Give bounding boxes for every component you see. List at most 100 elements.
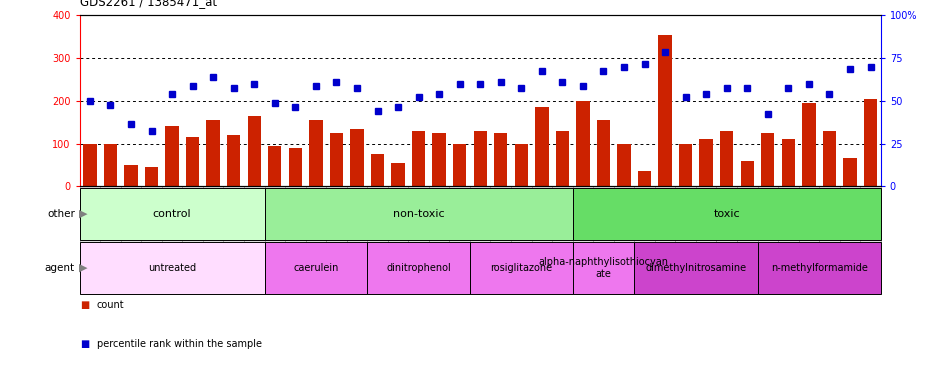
Bar bbox=[388, 186, 408, 248]
Bar bbox=[449, 186, 470, 248]
Text: count: count bbox=[96, 300, 124, 310]
Bar bbox=[675, 186, 695, 248]
Bar bbox=[863, 99, 876, 186]
Text: other: other bbox=[47, 209, 75, 219]
Bar bbox=[617, 144, 630, 186]
Bar bbox=[490, 186, 510, 248]
Bar bbox=[756, 242, 880, 294]
Text: n-methylformamide: n-methylformamide bbox=[770, 263, 867, 273]
Text: ■: ■ bbox=[80, 300, 89, 310]
Bar bbox=[756, 186, 777, 248]
Bar bbox=[100, 186, 121, 248]
Bar bbox=[531, 186, 551, 248]
Bar bbox=[839, 186, 859, 248]
Bar bbox=[183, 186, 203, 248]
Bar bbox=[739, 161, 753, 186]
Bar bbox=[797, 186, 818, 248]
Bar bbox=[367, 242, 470, 294]
Bar bbox=[309, 120, 322, 186]
Bar bbox=[141, 186, 162, 248]
Bar bbox=[346, 186, 367, 248]
Bar bbox=[432, 133, 446, 186]
Bar bbox=[510, 186, 531, 248]
Bar bbox=[247, 116, 260, 186]
Bar bbox=[223, 186, 243, 248]
Bar bbox=[634, 242, 756, 294]
Text: dimethylnitrosamine: dimethylnitrosamine bbox=[645, 263, 746, 273]
Bar bbox=[162, 186, 183, 248]
Text: caerulein: caerulein bbox=[293, 263, 338, 273]
Bar bbox=[408, 186, 429, 248]
Bar bbox=[80, 186, 100, 248]
Bar bbox=[264, 186, 285, 248]
Bar bbox=[412, 131, 425, 186]
Bar bbox=[470, 242, 572, 294]
Bar bbox=[716, 186, 737, 248]
Text: ▶: ▶ bbox=[79, 263, 87, 273]
Bar bbox=[470, 186, 490, 248]
Bar bbox=[679, 144, 692, 186]
Text: percentile rank within the sample: percentile rank within the sample bbox=[96, 339, 261, 349]
Bar bbox=[658, 35, 671, 186]
Bar bbox=[699, 139, 712, 186]
Bar bbox=[185, 137, 199, 186]
Bar bbox=[551, 186, 572, 248]
Bar bbox=[391, 163, 404, 186]
Bar bbox=[305, 186, 326, 248]
Bar bbox=[285, 186, 305, 248]
Bar bbox=[145, 167, 158, 186]
Bar bbox=[288, 148, 301, 186]
Text: ■: ■ bbox=[80, 339, 89, 349]
Bar bbox=[104, 144, 117, 186]
Bar bbox=[859, 186, 880, 248]
Bar bbox=[760, 133, 774, 186]
Bar bbox=[801, 103, 814, 186]
Bar bbox=[572, 186, 592, 248]
Bar bbox=[264, 242, 367, 294]
Text: control: control bbox=[153, 209, 191, 219]
Bar bbox=[124, 165, 138, 186]
Bar bbox=[203, 186, 223, 248]
Text: rosiglitazone: rosiglitazone bbox=[490, 263, 551, 273]
Bar bbox=[514, 144, 527, 186]
Bar bbox=[572, 188, 880, 240]
Bar bbox=[822, 131, 835, 186]
Text: ▶: ▶ bbox=[79, 209, 87, 219]
Text: dinitrophenol: dinitrophenol bbox=[386, 263, 450, 273]
Bar bbox=[592, 186, 613, 248]
Bar bbox=[268, 146, 281, 186]
Text: non-toxic: non-toxic bbox=[392, 209, 444, 219]
Bar bbox=[842, 159, 856, 186]
Bar bbox=[572, 242, 634, 294]
Bar bbox=[777, 186, 797, 248]
Bar bbox=[737, 186, 756, 248]
Bar bbox=[206, 120, 220, 186]
Text: toxic: toxic bbox=[712, 209, 739, 219]
Bar bbox=[264, 188, 572, 240]
Bar bbox=[634, 186, 654, 248]
Bar bbox=[576, 101, 589, 186]
Bar bbox=[719, 131, 733, 186]
Bar bbox=[429, 186, 449, 248]
Bar bbox=[80, 188, 264, 240]
Bar bbox=[637, 171, 651, 186]
Bar bbox=[613, 186, 634, 248]
Bar bbox=[371, 154, 384, 186]
Bar bbox=[452, 144, 466, 186]
Bar bbox=[329, 133, 343, 186]
Bar bbox=[166, 126, 179, 186]
Bar bbox=[596, 120, 609, 186]
Bar bbox=[781, 139, 794, 186]
Bar bbox=[80, 242, 264, 294]
Bar bbox=[555, 131, 568, 186]
Bar bbox=[243, 186, 264, 248]
Bar bbox=[83, 144, 96, 186]
Text: alpha-naphthylisothiocyan
ate: alpha-naphthylisothiocyan ate bbox=[538, 257, 667, 279]
Bar bbox=[534, 107, 548, 186]
Bar bbox=[121, 186, 141, 248]
Bar bbox=[350, 129, 363, 186]
Text: untreated: untreated bbox=[148, 263, 196, 273]
Bar bbox=[227, 135, 241, 186]
Bar bbox=[654, 186, 675, 248]
Bar bbox=[493, 133, 507, 186]
